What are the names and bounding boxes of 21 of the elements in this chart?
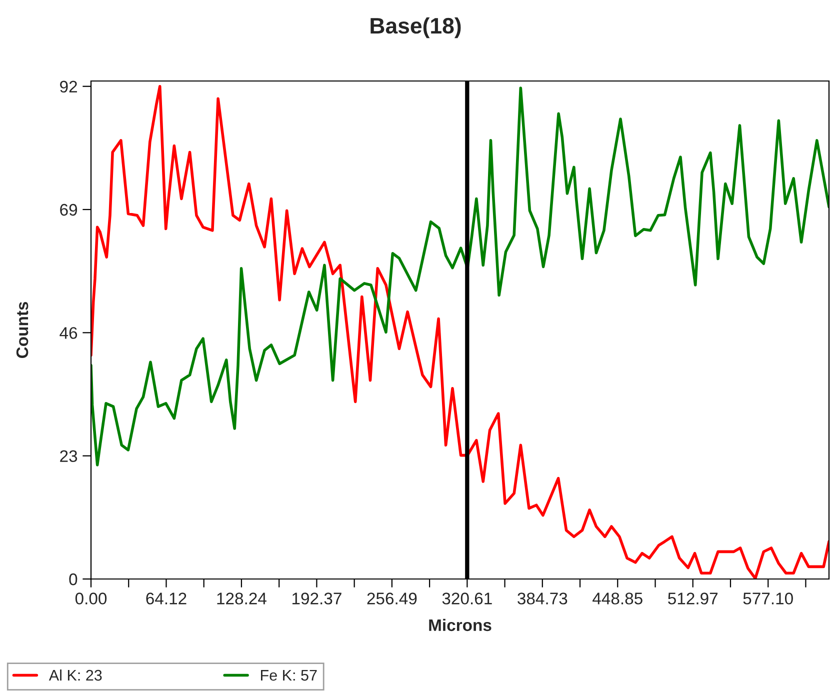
x-tick-label: 192.37 bbox=[292, 592, 342, 604]
x-tick-label: 448.85 bbox=[592, 592, 642, 604]
y-tick-label: 0 bbox=[69, 573, 78, 586]
x-tick-label: 0.00 bbox=[75, 592, 107, 604]
y-tick-label: 46 bbox=[60, 327, 78, 339]
x-tick-label: 128.24 bbox=[217, 592, 266, 604]
x-tick-label: 64.12 bbox=[146, 592, 186, 604]
line-series bbox=[91, 86, 829, 466]
x-tick-label: 256.49 bbox=[367, 592, 417, 604]
y-axis-title: Counts bbox=[16, 302, 28, 358]
x-tick-label: 320.61 bbox=[442, 592, 492, 604]
x-tick-label: 384.73 bbox=[518, 592, 568, 604]
legend-label: Al K: 23 bbox=[48, 669, 102, 681]
chart-title: Base(18) bbox=[370, 17, 461, 38]
x-axis-title: Microns bbox=[429, 618, 492, 632]
y-tick-label: 69 bbox=[60, 204, 78, 216]
y-tick-label: 92 bbox=[60, 80, 77, 93]
x-tick-label: 512.97 bbox=[668, 592, 718, 604]
x-tick-label: 577.10 bbox=[743, 592, 793, 604]
legend-label: Fe K: 57 bbox=[261, 670, 317, 681]
y-tick-label: 23 bbox=[60, 450, 78, 462]
